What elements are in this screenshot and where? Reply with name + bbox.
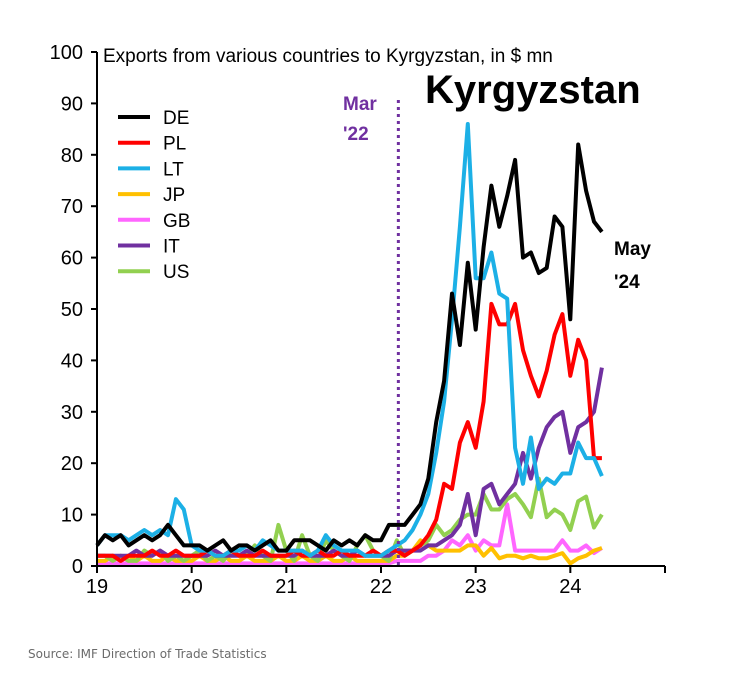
- y-tick-label: 0: [72, 556, 83, 578]
- series-line-pl: [97, 301, 602, 563]
- source-note: Source: IMF Direction of Trade Statistic…: [28, 647, 267, 661]
- legend-label-de: DE: [163, 108, 189, 129]
- y-tick-label: 80: [61, 145, 83, 167]
- chart-headline: Kyrgyzstan: [425, 68, 641, 112]
- y-tick-label: 10: [61, 505, 83, 527]
- series-line-lt: [95, 122, 604, 558]
- x-tick-label: 20: [181, 576, 203, 598]
- legend-label-gb: GB: [163, 211, 190, 232]
- legend-label-pl: PL: [163, 134, 186, 155]
- mar-22-label-line1: Mar: [343, 94, 377, 115]
- series-line-de: [95, 142, 604, 553]
- may-24-label-line2: '24: [614, 272, 640, 293]
- axes: 0 10 20 30 40 50 60 70 80 90 100 19 20 21 22 23 24: [50, 42, 666, 598]
- y-tick-label: 90: [61, 93, 83, 115]
- series-line-gb: [97, 502, 603, 566]
- legend-label-lt: LT: [163, 159, 184, 180]
- x-tick-label: 22: [370, 576, 392, 598]
- y-tick-label: 60: [61, 248, 83, 270]
- y-tick-label: 100: [50, 42, 83, 64]
- mar-22-label-line2: '22: [343, 124, 369, 145]
- y-tick-label: 30: [61, 402, 83, 424]
- y-tick-label: 70: [61, 196, 83, 218]
- series-line-us: [97, 476, 604, 563]
- y-tick-label: 50: [61, 299, 83, 321]
- x-tick-label: 21: [275, 576, 297, 598]
- legend-label-jp: JP: [163, 185, 185, 206]
- x-tick-label: 24: [559, 576, 581, 598]
- legend-label-it: IT: [163, 237, 180, 258]
- chart-title: Exports from various countries to Kyrgyz…: [103, 46, 553, 67]
- series-layer: [95, 122, 604, 566]
- x-tick-label: 19: [86, 576, 108, 598]
- y-tick-label: 20: [61, 453, 83, 475]
- may-24-label-line1: May: [614, 239, 651, 260]
- legend: DE PL LT JP GB IT US: [118, 108, 190, 283]
- legend-label-us: US: [163, 262, 189, 283]
- y-tick-label: 40: [61, 350, 83, 372]
- x-tick-label: 23: [465, 576, 487, 598]
